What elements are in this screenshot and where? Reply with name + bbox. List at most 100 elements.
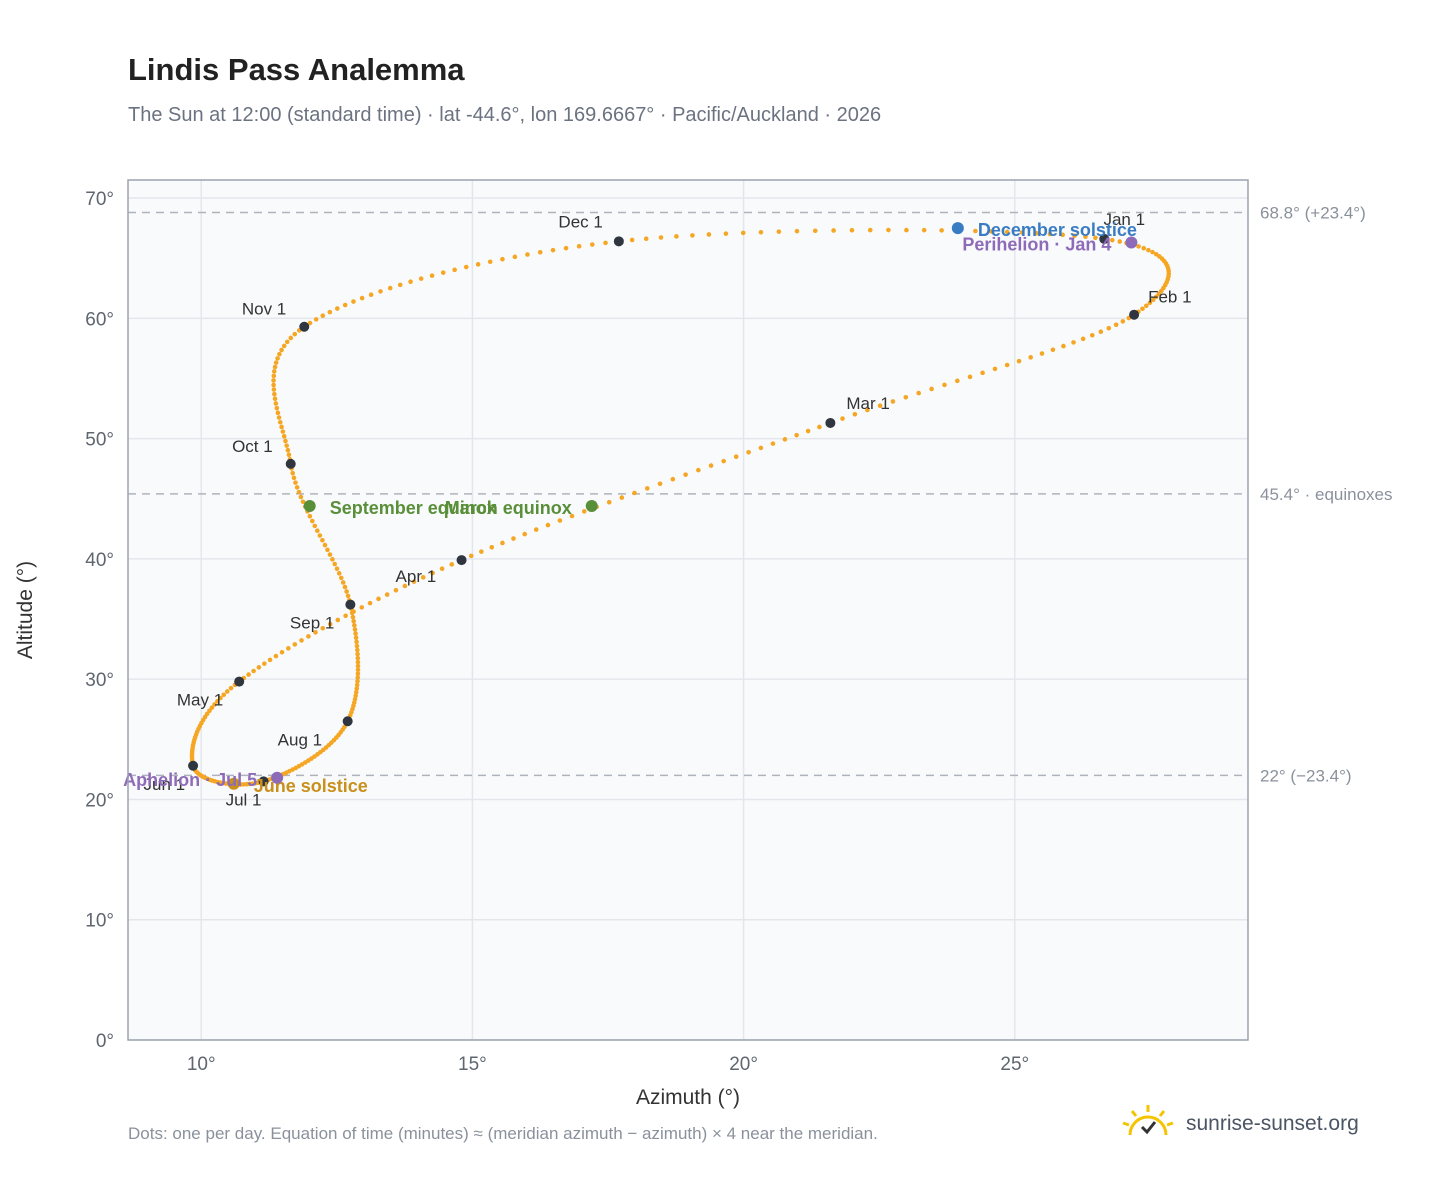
daily-sun-dot: [228, 685, 234, 691]
daily-sun-dot: [916, 390, 921, 396]
daily-sun-dot: [746, 449, 751, 455]
daily-sun-dot: [589, 242, 595, 247]
plot-frame: [127, 179, 1249, 1041]
daily-sun-dot: [1019, 230, 1025, 235]
brand-logo[interactable]: sunrise-sunset.org: [1120, 1103, 1359, 1144]
daily-sun-dot: [758, 229, 764, 235]
event-marker: [585, 499, 598, 512]
daily-sun-dot: [397, 282, 403, 288]
event-marker: [951, 222, 964, 235]
daily-sun-dot: [355, 663, 361, 669]
daily-sun-dot: [929, 386, 934, 392]
daily-sun-dot: [522, 531, 528, 537]
daily-sun-dot: [354, 643, 360, 649]
y-tick-label: 50°: [85, 430, 114, 451]
daily-sun-dot: [267, 657, 273, 663]
daily-sun-dot: [292, 642, 298, 647]
x-tick-label: 15°: [458, 1054, 487, 1075]
daily-sun-dot: [294, 485, 300, 490]
daily-sun-dot: [251, 668, 256, 674]
month-start-marker: [258, 776, 269, 787]
daily-sun-dot: [658, 235, 664, 240]
daily-sun-dot: [1039, 351, 1045, 356]
daily-sun-dot: [309, 518, 315, 524]
event-marker: [271, 771, 284, 784]
daily-sun-dot: [327, 309, 333, 315]
daily-sun-dot: [290, 470, 295, 476]
daily-sun-dot: [272, 396, 278, 402]
y-tick-label: 40°: [85, 550, 114, 571]
chart-title: Lindis Pass Analemma: [128, 52, 465, 87]
daily-sun-dot: [312, 523, 318, 529]
daily-sun-dot: [378, 289, 383, 294]
daily-sun-dot: [340, 580, 346, 585]
daily-sun-dot: [276, 415, 282, 420]
daily-sun-dot: [569, 513, 575, 519]
daily-sun-dot: [1093, 235, 1098, 241]
grid-lines: [128, 180, 1248, 1041]
daily-sun-dot: [284, 339, 290, 345]
daily-sun-dot: [955, 378, 960, 384]
daily-sun-dot: [320, 313, 326, 319]
daily-sun-dot: [271, 387, 277, 392]
daily-sun-dot: [355, 651, 360, 657]
daily-sun-dot: [271, 382, 276, 388]
daily-sun-dot: [500, 540, 505, 546]
daily-sun-dot: [921, 227, 927, 233]
month-start-label: Jun 1: [143, 775, 185, 794]
daily-sun-dot: [355, 675, 361, 680]
daily-sun-dot: [439, 566, 445, 572]
daily-sun-dot: [733, 454, 739, 459]
month-start-label: Oct 1: [232, 437, 273, 456]
month-start-marker: [613, 236, 624, 247]
daily-sun-dot: [342, 302, 348, 308]
daily-sun-dot: [271, 378, 276, 383]
daily-sun-dot: [353, 635, 359, 641]
daily-sun-dot: [279, 424, 284, 430]
daily-sun-dot: [1150, 249, 1155, 255]
daily-sun-dot: [322, 542, 328, 548]
daily-sun-dot: [275, 356, 280, 361]
daily-sun-dot: [1072, 233, 1077, 239]
daily-sun-dot: [277, 419, 283, 425]
month-start-marker: [299, 321, 310, 332]
daily-sun-dot: [351, 299, 356, 304]
daily-sun-dot: [336, 571, 342, 576]
daily-sun-dot: [690, 233, 695, 238]
daily-sun-dot: [1080, 336, 1086, 342]
daily-sun-dot: [320, 538, 325, 543]
daily-sun-dot: [525, 252, 530, 257]
daily-sun-dot: [1113, 322, 1119, 328]
brand-text: sunrise-sunset.org: [1186, 1111, 1359, 1135]
daily-sun-dot: [449, 562, 455, 567]
daily-sun-dot: [603, 240, 608, 246]
daily-sun-dot: [563, 245, 569, 251]
daily-sun-dot: [286, 646, 291, 651]
daily-sun-dot: [352, 696, 358, 702]
daily-sun-dot: [576, 243, 582, 249]
daily-sun-dot: [708, 463, 714, 468]
month-start-label: Dec 1: [558, 212, 602, 231]
daily-sun-dot: [890, 399, 896, 404]
daily-sun-dot: [271, 369, 277, 374]
event-label: June solstice: [254, 776, 368, 796]
daily-sun-dot: [973, 228, 978, 234]
daily-sun-dot: [758, 445, 764, 451]
daily-sun-dot: [272, 391, 277, 397]
daily-sun-dot: [545, 522, 551, 528]
daily-sun-dot: [387, 285, 393, 291]
daily-sun-dot: [1141, 245, 1147, 251]
daily-sun-dot: [212, 702, 217, 707]
daily-sun-dot: [338, 575, 344, 581]
daily-sun-dot: [723, 231, 729, 236]
month-markers: Jan 1 Feb 1 Mar 1 Apr 1 May 1 Jun 1 Jul 1 Aug 1…: [143, 210, 1191, 809]
x-tick-label: 10°: [187, 1054, 216, 1075]
month-start-label: Jul 1: [226, 790, 262, 809]
daily-sun-dot: [271, 373, 277, 379]
daily-sun-dot: [298, 494, 304, 500]
month-start-marker: [1099, 233, 1110, 244]
daily-sun-dot: [246, 672, 251, 677]
daily-sun-dot: [327, 621, 333, 627]
daily-sun-dot: [351, 618, 356, 624]
